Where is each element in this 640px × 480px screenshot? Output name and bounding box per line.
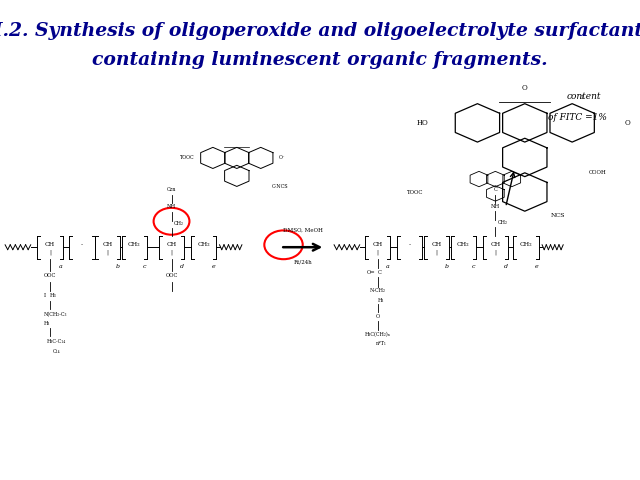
Text: C: C: [493, 188, 497, 192]
Text: H₃: H₃: [44, 321, 50, 326]
Text: -: -: [408, 242, 411, 247]
Text: |: |: [435, 249, 438, 255]
Text: H₃C(CH₂)ₙ: H₃C(CH₂)ₙ: [365, 332, 390, 337]
Text: CH: CH: [431, 242, 442, 247]
Text: DMSO, MeOH: DMSO, MeOH: [283, 228, 323, 233]
Text: OOC: OOC: [165, 273, 178, 278]
Text: N(CH₂-C₃: N(CH₂-C₃: [44, 312, 67, 317]
Text: N-CH₂: N-CH₂: [370, 288, 385, 293]
Text: b: b: [445, 264, 449, 268]
Text: OOC: OOC: [44, 273, 56, 278]
Text: CH: CH: [166, 242, 177, 247]
Text: CH₂: CH₂: [520, 242, 532, 247]
Text: n*T₁: n*T₁: [376, 341, 386, 346]
Text: |: |: [376, 249, 379, 255]
Text: HO: HO: [417, 119, 428, 127]
Text: I: I: [581, 95, 584, 100]
Text: b: b: [116, 264, 120, 268]
Text: containing luminescent organic fragments.: containing luminescent organic fragments…: [92, 51, 548, 69]
Text: CH: CH: [372, 242, 383, 247]
Text: c: c: [472, 264, 476, 268]
Text: CH₂: CH₂: [197, 242, 210, 247]
Text: O: O: [625, 119, 630, 127]
Text: H₃: H₃: [50, 293, 57, 298]
Text: Rt/24h: Rt/24h: [293, 259, 312, 264]
Text: O⁻: O⁻: [278, 156, 285, 160]
Text: d: d: [180, 264, 184, 268]
Text: NH: NH: [167, 204, 176, 209]
Text: CH: CH: [102, 242, 113, 247]
Text: H₃: H₃: [378, 298, 384, 303]
Text: I: I: [44, 293, 46, 298]
Text: H₃C-C₁₄: H₃C-C₁₄: [47, 339, 66, 344]
Text: -: -: [81, 242, 83, 247]
Text: II.2. Synthesis of oligoperoxide and oligoelectrolyte surfactants: II.2. Synthesis of oligoperoxide and oli…: [0, 22, 640, 40]
Text: |: |: [494, 249, 497, 255]
Text: content: content: [567, 92, 602, 101]
Text: C₁₄: C₁₄: [52, 349, 60, 354]
Text: NH: NH: [491, 204, 500, 209]
Text: e: e: [212, 264, 216, 268]
Text: CH₂: CH₂: [128, 242, 141, 247]
Text: a: a: [58, 264, 62, 268]
Text: CH₂: CH₂: [497, 220, 508, 225]
Text: c: c: [143, 264, 147, 268]
Text: CH₂: CH₂: [457, 242, 470, 247]
Text: |: |: [170, 249, 173, 255]
Text: a: a: [386, 264, 390, 268]
Text: O=: O=: [367, 270, 376, 275]
Text: CH: CH: [45, 242, 55, 247]
Text: |: |: [49, 249, 51, 255]
Text: Czn: Czn: [167, 188, 176, 192]
Text: CH₂: CH₂: [173, 221, 184, 226]
Text: O: O: [376, 314, 380, 319]
Text: COOH: COOH: [589, 170, 607, 175]
Text: d: d: [504, 264, 508, 268]
Text: C-NCS: C-NCS: [272, 184, 289, 189]
Text: TOOC: TOOC: [180, 156, 195, 160]
Text: of FITC =1%: of FITC =1%: [548, 113, 607, 122]
Text: |: |: [106, 249, 109, 255]
Text: O: O: [522, 84, 527, 92]
Text: NCS: NCS: [550, 213, 565, 217]
Text: C: C: [378, 270, 381, 275]
Text: e: e: [534, 264, 538, 268]
Text: TOOC: TOOC: [406, 190, 422, 194]
Text: CH: CH: [490, 242, 500, 247]
